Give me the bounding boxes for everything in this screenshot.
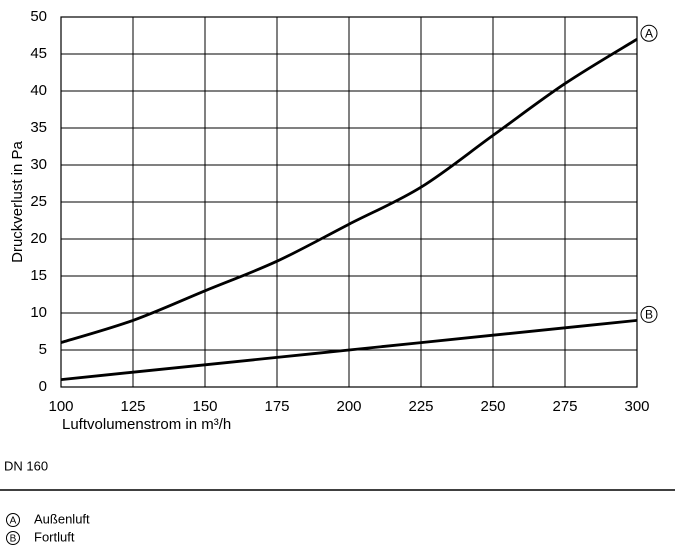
x-tick-label: 125 [120,398,145,415]
x-tick-label: 225 [408,398,433,415]
legend-marker: A [10,516,17,527]
caption: DN 160 [4,458,48,473]
marker-label: A [645,26,653,40]
y-tick-label: 5 [39,341,47,358]
marker-circle [640,24,658,42]
y-tick-label: 30 [30,156,47,173]
marker-label: B [645,308,653,322]
x-tick-label: 175 [264,398,289,415]
legend-circle [6,513,20,527]
y-tick-label: 0 [39,378,47,395]
y-tick-label: 10 [30,304,47,321]
legend-label: Außenluft [34,511,90,526]
y-tick-label: 15 [30,267,47,284]
legend-label: Fortluft [34,529,75,544]
plot-frame [60,16,638,388]
y-tick-label: 50 [30,8,47,25]
x-tick-label: 200 [336,398,361,415]
line [60,38,638,344]
line [60,319,638,381]
legend-circle [6,531,20,545]
x-tick-label: 275 [552,398,577,415]
x-axis-label: Luftvolumenstrom in m³/h [62,416,231,433]
x-tick-label: 150 [192,398,217,415]
y-tick-label: 20 [30,230,47,247]
y-tick-label: 45 [30,45,47,62]
y-axis-label: Druckverlust in Pa [9,140,26,262]
x-tick-label: 100 [48,398,73,415]
legend-marker: B [10,534,17,545]
marker-circle [640,305,658,323]
y-tick-label: 25 [30,193,47,210]
x-tick-label: 250 [480,398,505,415]
x-tick-label: 300 [624,398,649,415]
y-tick-label: 35 [30,119,47,136]
y-tick-label: 40 [30,82,47,99]
